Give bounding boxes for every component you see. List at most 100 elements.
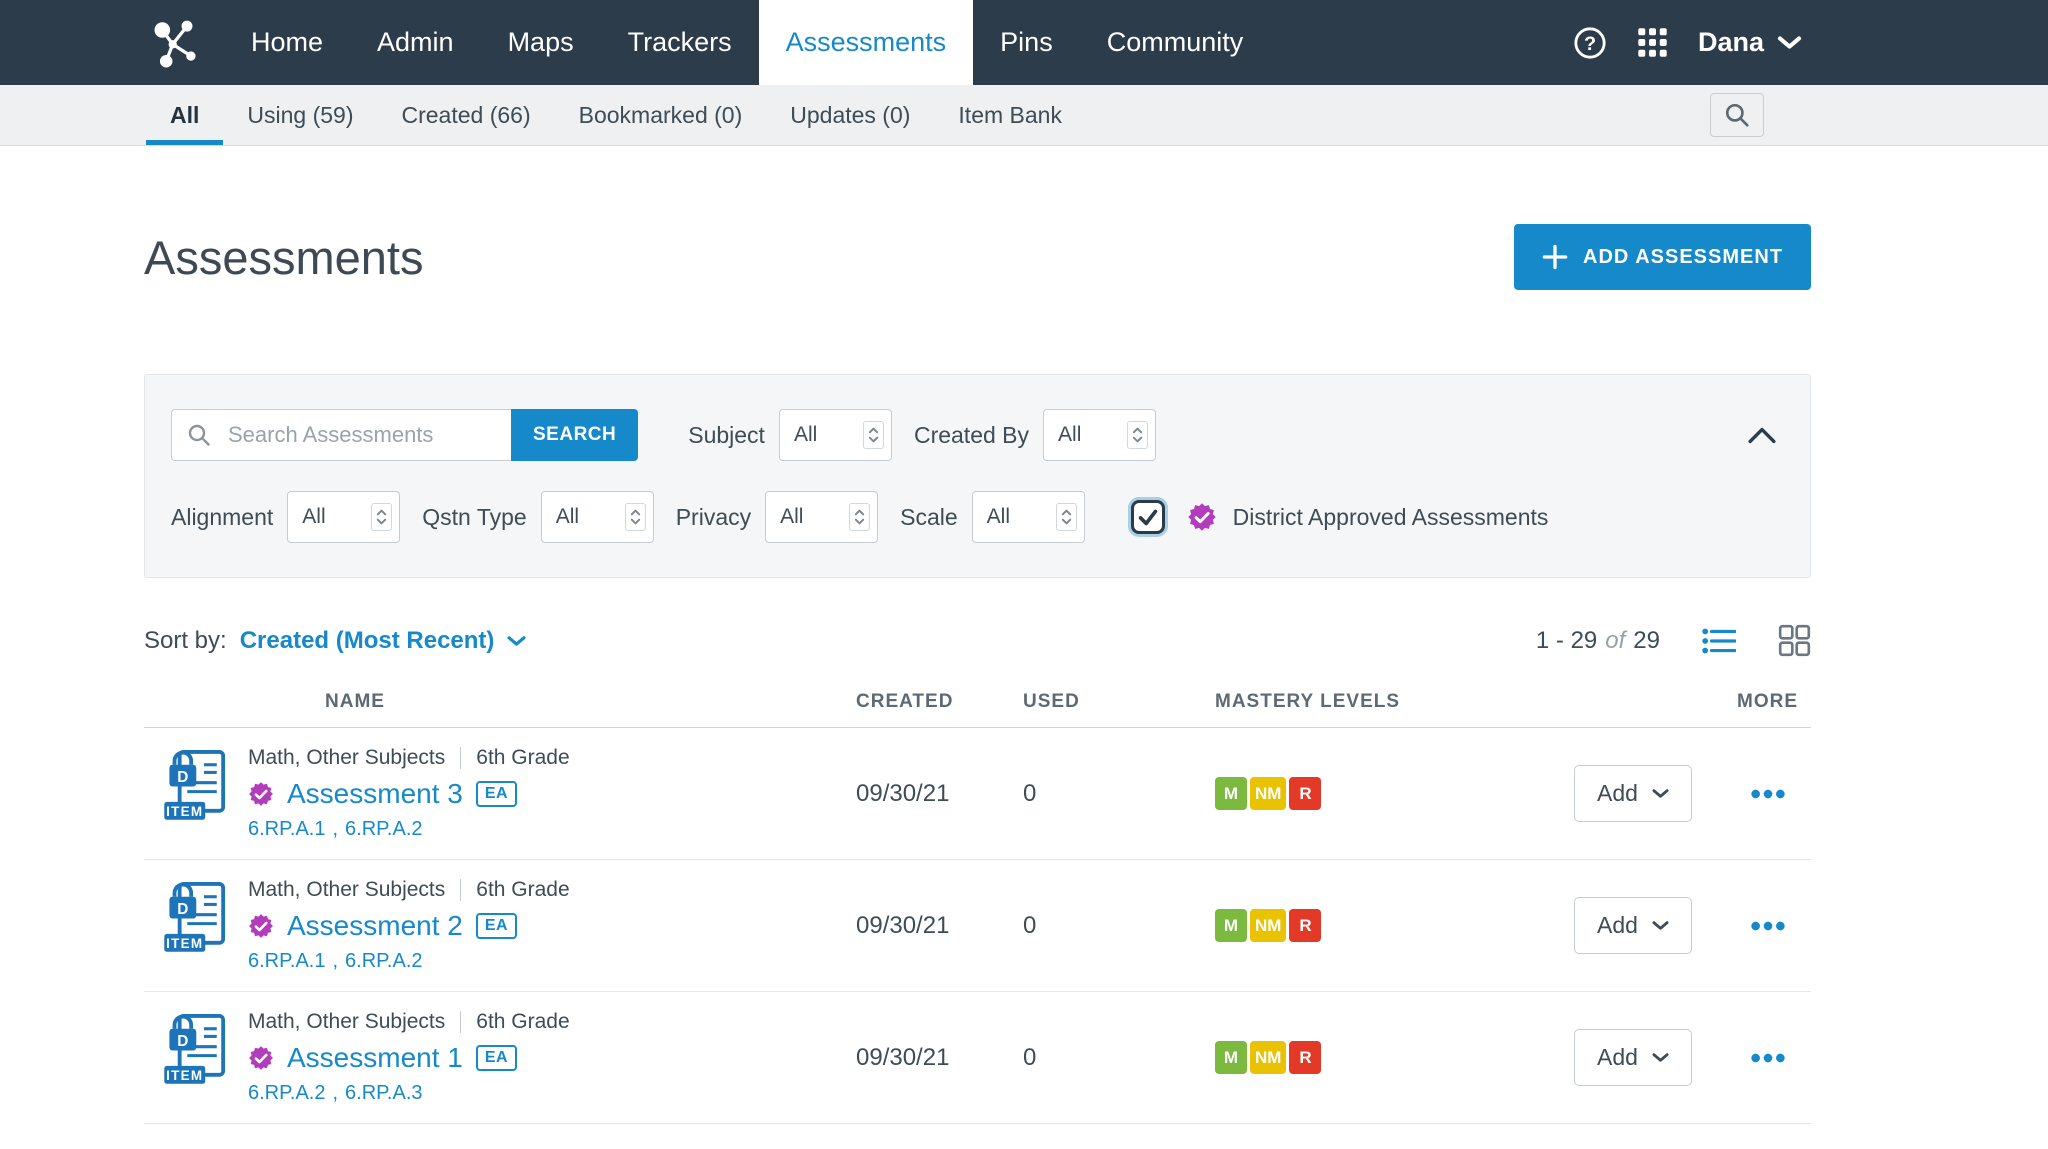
pagination-total: 29: [1633, 626, 1660, 654]
subject-filter: Subject All: [688, 409, 892, 461]
tab-bookmarked[interactable]: Bookmarked (0): [578, 101, 743, 128]
add-button[interactable]: Add: [1574, 897, 1692, 954]
app-logo[interactable]: [148, 0, 200, 85]
ellipsis-icon: [1751, 921, 1785, 931]
created-by-filter: Created By All: [914, 409, 1157, 461]
assessment-item-icon: [163, 748, 227, 825]
sort-by-label: Sort by:: [144, 626, 227, 654]
search-icon: [1724, 102, 1750, 128]
user-name: Dana: [1697, 27, 1764, 57]
qstn-type-select[interactable]: All: [540, 491, 654, 543]
chevron-down-icon: [1652, 788, 1669, 799]
mastery-badge-m: M: [1215, 1041, 1247, 1074]
assessment-link[interactable]: Assessment 3: [287, 778, 463, 809]
sort-selector[interactable]: Created (Most Recent): [240, 627, 527, 655]
user-menu[interactable]: Dana: [1698, 27, 1802, 58]
search-submit-button[interactable]: SEARCH: [511, 409, 639, 461]
standard-link[interactable]: 6.RP.A.2: [248, 1082, 326, 1104]
district-approved-icon: [248, 913, 274, 939]
sort-row: Sort by: Created (Most Recent) 1 - 29 of 2…: [144, 624, 1811, 657]
add-assessment-button[interactable]: ADD ASSESSMENT: [1514, 224, 1811, 290]
qstn-type-filter: Qstn Type All: [422, 491, 654, 543]
divider: [460, 879, 462, 901]
nav-item-admin[interactable]: Admin: [377, 27, 454, 57]
used-count: 0: [1023, 779, 1037, 807]
select-stepper-icon: [849, 503, 871, 531]
nav-item-assessments[interactable]: Assessments: [758, 0, 974, 85]
select-stepper-icon: [862, 421, 884, 449]
privacy-filter: Privacy All: [676, 491, 879, 543]
table-header: NAME CREATED USED MASTERY LEVELS MORE: [144, 691, 1811, 728]
help-icon[interactable]: [1573, 26, 1607, 60]
collapse-filters-button[interactable]: [1744, 423, 1780, 448]
standard-link[interactable]: 6.RP.A.2: [345, 950, 423, 972]
created-by-select[interactable]: All: [1043, 409, 1157, 461]
page-header: Assessments ADD ASSESSMENT: [144, 224, 1811, 290]
table-row: Math, Other Subjects 6th Grade Assessmen…: [144, 992, 1811, 1124]
header-created: CREATED: [856, 691, 954, 712]
row-subjects: Math, Other Subjects: [248, 1010, 446, 1033]
standard-link[interactable]: 6.RP.A.3: [345, 1082, 423, 1104]
filter-row-2: Alignment All Qstn Type All Privacy All: [171, 491, 1780, 543]
standard-link[interactable]: 6.RP.A.2: [345, 818, 423, 840]
add-assessment-label: ADD ASSESSMENT: [1583, 245, 1783, 268]
add-button[interactable]: Add: [1574, 1029, 1692, 1086]
divider: [460, 1011, 462, 1033]
nav-item-maps[interactable]: Maps: [507, 27, 574, 57]
assessment-link[interactable]: Assessment 2: [287, 910, 463, 941]
nav-item-trackers[interactable]: Trackers: [627, 27, 732, 57]
district-approved-icon: [248, 1045, 274, 1071]
created-date: 09/30/21: [856, 1043, 950, 1071]
list-view-button[interactable]: [1702, 627, 1736, 655]
assessment-link[interactable]: Assessment 1: [287, 1042, 463, 1073]
main-content: Assessments ADD ASSESSMENT SEARCH Subjec…: [144, 224, 1811, 1124]
nav-right-cluster: Dana: [1573, 0, 1802, 85]
main-nav: Home Admin Maps Trackers Assessments Pin…: [224, 0, 1270, 85]
quick-search-button[interactable]: [1710, 93, 1764, 137]
used-count: 0: [1023, 911, 1037, 939]
row-grade: 6th Grade: [476, 878, 570, 901]
logo-icon: [148, 17, 200, 69]
standard-link[interactable]: 6.RP.A.1: [248, 950, 326, 972]
district-approved-checkbox[interactable]: [1130, 500, 1165, 534]
more-options-button[interactable]: [1741, 1043, 1795, 1073]
alignment-select[interactable]: All: [287, 491, 401, 543]
privacy-select[interactable]: All: [765, 491, 879, 543]
apps-grid-icon[interactable]: [1637, 27, 1668, 58]
mastery-badge-r: R: [1289, 909, 1322, 942]
nav-item-community[interactable]: Community: [1106, 27, 1244, 57]
tab-created[interactable]: Created (66): [401, 101, 531, 128]
search-input[interactable]: [171, 409, 511, 461]
scale-select[interactable]: All: [971, 491, 1085, 543]
scale-value: All: [986, 505, 1010, 528]
assessments-tab-bar: All Using (59) Created (66) Bookmarked (…: [0, 85, 2048, 146]
subject-select[interactable]: All: [778, 409, 892, 461]
more-options-button[interactable]: [1741, 911, 1795, 941]
add-button[interactable]: Add: [1574, 765, 1692, 822]
standards-separator: ,: [332, 950, 339, 972]
more-options-button[interactable]: [1741, 779, 1795, 809]
add-button-label: Add: [1597, 1044, 1638, 1070]
tab-using[interactable]: Using (59): [247, 101, 354, 128]
mastery-badge-r: R: [1289, 777, 1322, 810]
divider: [460, 747, 462, 769]
mastery-badge-nm: NM: [1250, 1041, 1287, 1074]
nav-item-home[interactable]: Home: [251, 27, 324, 57]
mastery-badge-m: M: [1215, 909, 1247, 942]
district-approved-label: District Approved Assessments: [1232, 503, 1549, 530]
nav-item-pins[interactable]: Pins: [1000, 27, 1053, 57]
tab-all[interactable]: All: [146, 85, 224, 145]
select-stepper-icon: [1127, 421, 1149, 449]
grid-view-button[interactable]: [1778, 624, 1811, 657]
row-subjects: Math, Other Subjects: [248, 878, 446, 901]
standard-link[interactable]: 6.RP.A.1: [248, 818, 326, 840]
tab-updates[interactable]: Updates (0): [790, 101, 911, 128]
tab-item-bank[interactable]: Item Bank: [958, 101, 1062, 128]
ea-badge: EA: [475, 913, 518, 939]
scale-filter: Scale All: [900, 491, 1085, 543]
header-more: MORE: [1737, 691, 1798, 712]
assessment-item-icon: [163, 880, 227, 957]
created-by-value: All: [1058, 423, 1082, 446]
header-name: NAME: [325, 691, 385, 712]
scale-label: Scale: [900, 503, 958, 530]
